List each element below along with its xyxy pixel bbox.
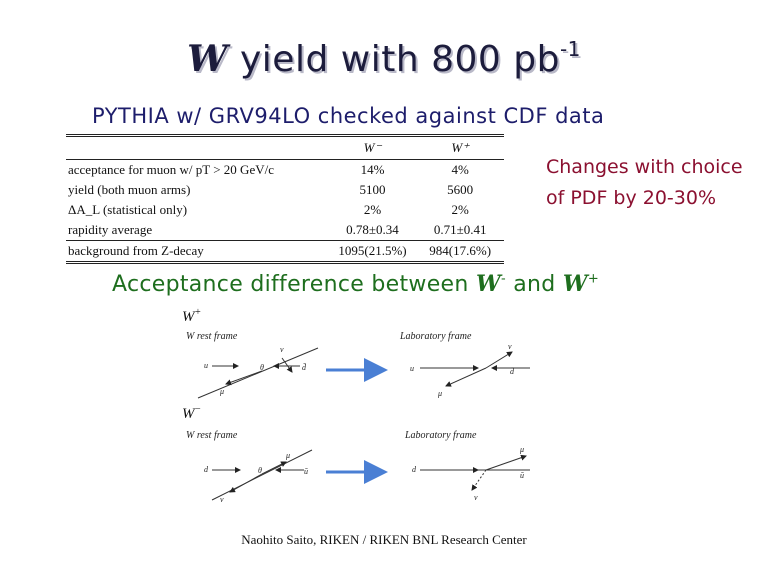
heading-plus-sign: +	[587, 271, 600, 287]
column-header-w-plus: W⁺	[416, 135, 504, 160]
w-plus-rest-frame-diagram: ν u d̄ θ μ	[197, 345, 319, 399]
row-label: background from Z-decay	[66, 240, 329, 263]
lab-neutrino-arrow	[485, 351, 513, 369]
acceptance-heading: Acceptance difference between W- and W+	[112, 271, 599, 297]
mu-label: μ	[285, 451, 290, 460]
column-header-w-minus: W⁻	[328, 135, 417, 160]
cell-w-plus: 984(17.6%)	[416, 240, 504, 263]
w-plus-diagram-label: W+	[182, 307, 202, 325]
table-row: ΔA_L (statistical only) 2% 2%	[66, 200, 504, 220]
cell-w-minus: 2%	[363, 202, 382, 217]
heading-minus-sign: -	[500, 271, 506, 287]
cell-w-plus: 2%	[451, 202, 469, 217]
w-plus-rest-frame-caption: W rest frame	[186, 331, 238, 342]
footer-credit: Naohito Saito, RIKEN / RIKEN BNL Researc…	[241, 532, 527, 547]
theta-label: θ	[260, 363, 264, 372]
nu-label: ν	[280, 345, 284, 354]
nu-label: ν	[220, 495, 224, 504]
theta-label: θ	[258, 466, 262, 475]
heading-w-plus: W	[562, 271, 588, 297]
cell-w-minus: 1095(21.5%)	[328, 240, 417, 263]
row-label: ΔA_L (statistical only)	[68, 202, 188, 217]
table-row: background from Z-decay 1095(21.5%) 984(…	[66, 240, 504, 263]
row-label: rapidity average	[68, 222, 153, 237]
subtitle: PYTHIA w/ GRV94LO checked against CDF da…	[92, 104, 605, 128]
lab-muon-arrow	[445, 367, 487, 387]
heading-and: and	[513, 272, 556, 297]
nu-label: ν	[508, 342, 512, 351]
cell-w-minus: 0.78±0.34	[346, 222, 399, 237]
dbar-label: d̄	[302, 363, 307, 372]
muon-arrow	[225, 370, 263, 386]
w-minus-lab-frame-diagram: d μ ū ν	[412, 445, 530, 502]
dbar-label: d̄	[510, 367, 515, 376]
pdf-change-note: Changes with choice of PDF by 20-30%	[546, 156, 743, 209]
table-header-row: W⁻ W⁺	[66, 135, 504, 160]
w-plus-lab-frame-caption: Laboratory frame	[400, 331, 472, 342]
mu-label: μ	[219, 387, 224, 396]
w-minus-lab-frame-caption: Laboratory frame	[405, 430, 477, 441]
heading-text: Acceptance difference between	[112, 272, 469, 297]
decay-line	[211, 449, 313, 501]
table-row: acceptance for muon w/ pT > 20 GeV/c 14%…	[66, 160, 504, 181]
nu-label: ν	[474, 493, 478, 502]
decay-line	[197, 347, 319, 399]
heading-w-minus: W	[475, 271, 501, 297]
page-title: W yield with 800 pb-1	[0, 37, 768, 80]
w-minus-rest-frame-diagram: μ d ū θ ν	[204, 449, 313, 504]
lab-muon-arrow	[485, 454, 527, 471]
row-label: acceptance for muon w/ pT > 20 GeV/c	[68, 162, 274, 177]
neutrino-arrow	[281, 357, 293, 373]
w-minus-diagram-label: W−	[182, 404, 202, 422]
title-text: yield with 800 pb	[240, 39, 560, 80]
mu-label: μ	[519, 445, 524, 454]
row-label: yield (both muon arms)	[68, 182, 191, 197]
d-label: d	[204, 465, 209, 474]
mu-label: μ	[437, 389, 442, 398]
cell-w-plus: 5600	[447, 182, 474, 197]
cell-w-plus: 4%	[451, 162, 469, 177]
d-label: d	[412, 465, 417, 474]
table-row: rapidity average 0.78±0.34 0.71±0.41	[66, 220, 504, 241]
cell-w-plus: 0.71±0.41	[433, 222, 487, 237]
ubar-label: ū	[304, 467, 308, 476]
u-label: u	[410, 364, 414, 373]
w-plus-lab-frame-diagram: u d̄ ν μ	[410, 342, 530, 398]
cell-w-minus: 14%	[360, 162, 385, 177]
ubar-label: ū	[520, 471, 524, 480]
cell-w-minus: 5100	[359, 182, 386, 197]
table-row: yield (both muon arms) 5100 5600	[66, 180, 504, 200]
muon-arrow	[261, 461, 287, 475]
yield-table: W⁻ W⁺ acceptance for muon w/ pT > 20 GeV…	[66, 134, 504, 264]
title-w-symbol: W	[187, 38, 229, 80]
title-superscript: -1	[559, 37, 581, 61]
neutrino-arrow	[229, 473, 263, 493]
u-label: u	[204, 361, 208, 370]
lab-neutrino-arrow	[471, 469, 487, 491]
w-minus-rest-frame-caption: W rest frame	[186, 430, 238, 441]
